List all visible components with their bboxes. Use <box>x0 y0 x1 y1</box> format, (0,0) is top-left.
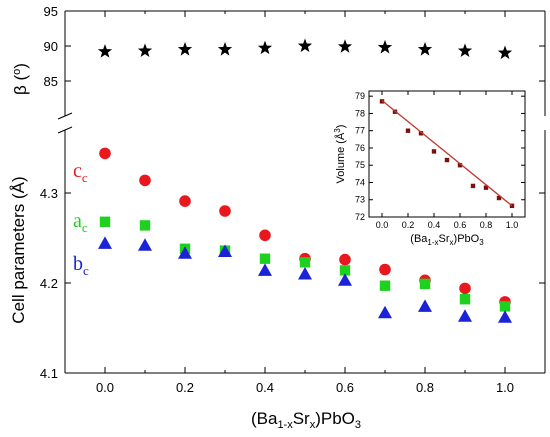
inset-volume-point <box>457 163 463 168</box>
inset-volume-point <box>496 195 502 201</box>
bc-point <box>98 236 112 249</box>
cell-y-tick-label: 4.1 <box>40 366 58 381</box>
series-label-cc: cc <box>73 160 88 185</box>
ac-point <box>379 280 391 291</box>
bc-point <box>178 246 192 259</box>
inset-fit-line <box>381 99 513 207</box>
cc-point <box>379 263 391 276</box>
bc-point <box>298 267 312 280</box>
series-label-ac: ac <box>73 210 88 235</box>
bc-point <box>258 263 272 276</box>
cell-y-tick-label: 4.3 <box>40 186 58 201</box>
cell-y-tick-label: 4.2 <box>40 276 58 291</box>
ac-point <box>299 257 311 268</box>
bc-point <box>138 238 152 251</box>
cc-point <box>259 229 271 242</box>
x-tick-label: 0.2 <box>176 380 194 395</box>
inset-y-tick-label: 75 <box>355 160 365 170</box>
bc-point <box>218 244 232 257</box>
inset-x-tick-label: 1.0 <box>506 220 519 230</box>
inset-volume-point <box>444 157 450 163</box>
beta-y-tick-label: 90 <box>44 39 58 54</box>
axis-break-mark <box>57 112 73 120</box>
inset-x-axis-label: (Ba1-xSrx)PbO3 <box>410 233 484 247</box>
cc-point <box>339 253 351 266</box>
bc-point <box>338 273 352 286</box>
inset-x-tick-label: 0.8 <box>480 220 493 230</box>
inset-x-tick-label: 0.4 <box>428 220 441 230</box>
x-tick-label: 0.6 <box>336 380 354 395</box>
ac-point <box>459 294 471 305</box>
beta-star-point <box>217 42 233 56</box>
x-tick-label: 0.8 <box>416 380 434 395</box>
axis-break-mark <box>57 126 73 134</box>
beta-axis-label: β (o) <box>11 63 30 95</box>
beta-star-point <box>337 39 353 53</box>
data-marks <box>97 38 513 323</box>
inset-y-tick-label: 74 <box>355 177 365 187</box>
bc-point <box>418 299 432 312</box>
beta-star-point <box>177 42 193 56</box>
cc-point <box>459 282 471 295</box>
beta-y-tick-label: 95 <box>44 4 58 19</box>
beta-star-point <box>457 43 473 57</box>
cc-point <box>139 174 151 187</box>
inset-x-tick-label: 0.6 <box>454 220 467 230</box>
ac-point <box>499 301 511 312</box>
inset-volume-point <box>431 149 437 154</box>
ac-point <box>139 220 151 231</box>
bc-point <box>498 310 512 323</box>
beta-y-tick-label: 85 <box>44 74 58 89</box>
inset-x-tick-label: 0.0 <box>376 220 389 230</box>
inset-y-tick-label: 76 <box>355 143 365 153</box>
inset-y-tick-label: 73 <box>355 195 365 205</box>
inset-y-tick-label: 78 <box>355 108 365 118</box>
tick-labels: 0.0 0.2 0.4 0.6 0.8 1.0 85 90 95 4.1 4.2 4.3 <box>40 4 514 395</box>
bc-point <box>458 309 472 322</box>
inset-y-tick-label: 77 <box>355 126 365 136</box>
ac-point <box>339 265 351 276</box>
x-tick-label: 0.4 <box>256 380 274 395</box>
ac-point <box>99 216 111 227</box>
beta-star-point <box>257 40 273 55</box>
ac-point <box>419 278 431 290</box>
inset-y-axis-label: Volume (Å3) <box>333 125 347 184</box>
x-axis-label: (Ba1-xSrx)PbO3 <box>251 409 361 431</box>
cc-point <box>179 195 191 207</box>
beta-star-point <box>497 45 513 60</box>
axis-ticks <box>65 10 545 374</box>
x-tick-label: 1.0 <box>496 380 514 395</box>
beta-star-point <box>417 42 433 56</box>
inset-data-marks <box>379 99 515 208</box>
inset-y-tick-label: 79 <box>355 91 365 101</box>
x-tick-label: 0.0 <box>96 380 114 395</box>
inset-x-tick-label: 0.2 <box>402 220 415 230</box>
inset-y-tick-label: 72 <box>355 212 365 222</box>
beta-star-point <box>297 38 313 53</box>
inset-volume-point <box>379 99 385 104</box>
cell-parameters-axis-label: Cell parameters (Å) <box>9 176 28 323</box>
cc-point <box>99 147 111 160</box>
inset-volume-point <box>405 128 411 133</box>
ac-point <box>259 253 271 264</box>
bc-point <box>378 305 392 319</box>
inset-volume-point <box>483 185 489 190</box>
inset-volume-point <box>418 131 424 136</box>
beta-star-point <box>97 44 113 58</box>
cc-point <box>219 205 231 217</box>
inset-ticks <box>369 91 525 218</box>
series-label-bc: bc <box>73 253 89 278</box>
beta-star-point <box>377 39 393 54</box>
inset-volume-point <box>470 183 476 189</box>
inset-tick-labels: 72 73 74 75 76 77 78 79 0.0 0.2 0.4 0.6 0.8 1.0 <box>355 91 518 230</box>
beta-star-point <box>137 43 153 57</box>
